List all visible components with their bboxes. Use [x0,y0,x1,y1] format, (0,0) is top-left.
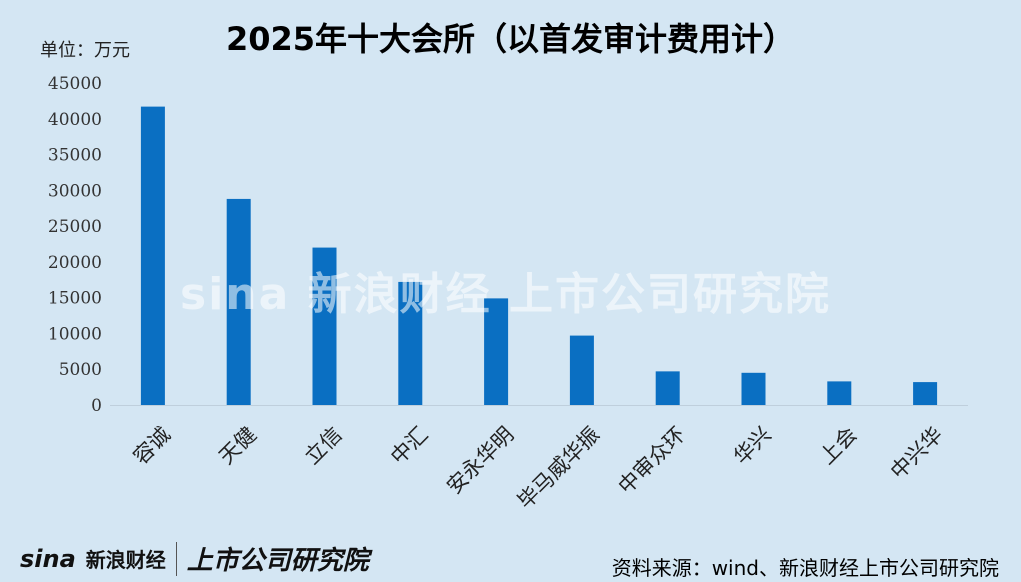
category-label: 天健 [214,422,261,469]
source-note: 资料来源：wind、新浪财经上市公司研究院 [611,556,999,580]
bar-7 [741,372,766,405]
category-label: 上会 [815,422,862,469]
y-tick-label: 25000 [48,217,102,237]
bar-1 [226,198,251,405]
bar-3 [398,281,423,405]
category-label: 安永华明 [442,422,518,498]
y-tick-label: 0 [91,396,102,416]
category-label: 毕马威华振 [513,422,604,513]
channel-logo-text: 新浪财经 [85,548,166,572]
y-tick-label: 45000 [48,74,102,94]
category-label: 中汇 [386,422,433,469]
chart-title: 2025年十大会所（以首发审计费用计） [225,20,796,58]
category-label: 华兴 [729,422,776,469]
sina-logo: sina [20,544,76,573]
category-label: 立信 [300,422,347,469]
y-tick-label: 5000 [59,360,102,380]
bar-4 [484,298,509,405]
y-tick-label: 30000 [48,181,102,201]
category-label: 中审众环 [614,422,690,498]
bar-8 [827,381,852,405]
y-tick-label: 35000 [48,146,102,166]
y-tick-label: 40000 [48,110,102,130]
logo-divider [175,541,177,576]
category-label: 中兴华 [886,422,948,484]
y-tick-label: 20000 [48,253,102,273]
category-label: 容诚 [129,422,176,469]
footer-logo: sina 新浪财经 上市公司研究院 [20,540,369,577]
bar-6 [655,371,680,405]
bar-2 [312,247,337,405]
institute-logo-text: 上市公司研究院 [186,546,369,576]
y-tick-label: 10000 [48,324,102,344]
bar-9 [913,382,938,405]
bar-0 [140,106,165,405]
y-tick-label: 15000 [48,289,102,309]
bar-5 [569,335,594,405]
unit-label: 单位：万元 [40,40,130,61]
